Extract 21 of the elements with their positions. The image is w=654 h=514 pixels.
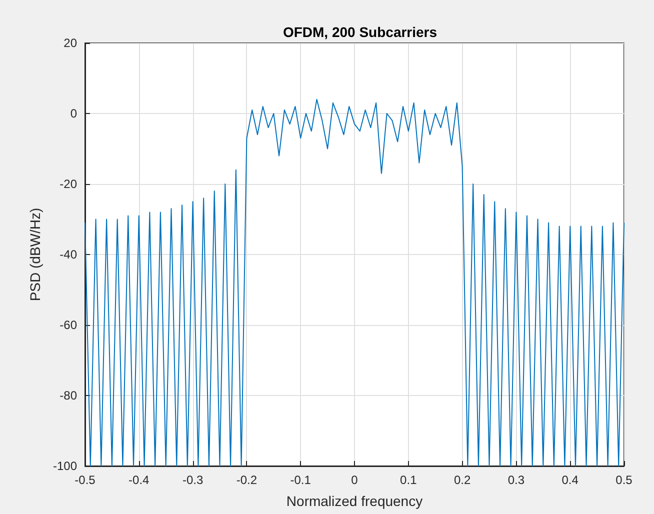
x-tick-label: 0.5 <box>616 473 633 487</box>
x-tick-label: -0.5 <box>74 473 96 487</box>
x-axis-title: Normalized frequency <box>286 493 423 509</box>
y-tick-label: -40 <box>60 248 78 262</box>
x-tick-label: 0.4 <box>562 473 579 487</box>
x-tick-label: -0.3 <box>182 473 204 487</box>
chart-title: OFDM, 200 Subcarriers <box>282 24 438 40</box>
y-tick-label: 20 <box>64 36 78 50</box>
x-tick-label: 0.3 <box>508 473 525 487</box>
y-tick-label: -60 <box>60 318 78 332</box>
y-tick-label: -20 <box>60 177 78 191</box>
y-tick-label: -100 <box>52 459 78 473</box>
x-tick-label: 0 <box>351 473 358 487</box>
y-axis-title: PSD (dBW/Hz) <box>27 208 44 302</box>
x-tick-label: -0.1 <box>290 473 312 487</box>
x-tick-label: -0.2 <box>236 473 258 487</box>
x-tick-label: -0.4 <box>128 473 150 487</box>
y-tick-label: 0 <box>70 106 78 120</box>
x-tick-label: 0.1 <box>400 473 418 487</box>
x-tick-label: 0.2 <box>454 473 471 487</box>
y-tick-label: -80 <box>60 388 78 402</box>
